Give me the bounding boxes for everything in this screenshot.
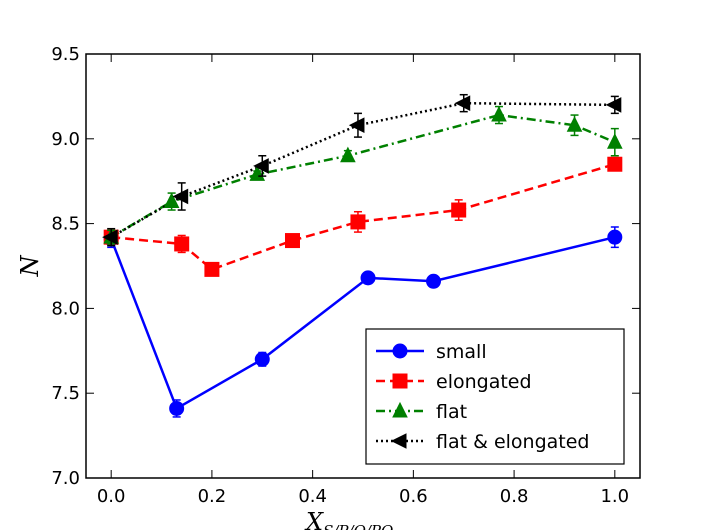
data-point-small	[360, 270, 376, 286]
data-point-elongated	[284, 233, 300, 249]
data-point-small	[169, 400, 185, 416]
data-point-flat-elongated	[348, 117, 365, 134]
x-axis-label: XS/P/O/PO	[304, 508, 393, 530]
x-axis: 0.0 0.2 0.4 0.6 0.8 1.0	[97, 54, 629, 507]
legend-label-flat: flat	[436, 401, 467, 423]
data-point-small	[607, 229, 623, 245]
data-point-small	[426, 273, 442, 289]
y-tick-label: 9.5	[51, 44, 80, 65]
data-point-flat-elongated	[253, 158, 269, 174]
plot-markers	[102, 93, 623, 418]
x-tick-label: 0.6	[399, 486, 428, 507]
y-tick-label: 9.0	[51, 129, 80, 150]
legend-marker-elongated	[392, 373, 408, 389]
x-tick-label: 0.8	[500, 486, 529, 507]
y-tick-label: 7.5	[51, 383, 80, 404]
data-point-elongated	[607, 156, 623, 172]
y-tick-label: 7.0	[51, 468, 80, 489]
data-point-flat	[340, 146, 356, 163]
legend-label-flat-elongated: flat & elongated	[436, 431, 590, 453]
y-tick-label: 8.0	[51, 298, 80, 319]
legend-marker-flat	[392, 401, 408, 418]
y-axis: 7.0 7.5 8.0 8.5 9.0 9.5	[51, 44, 640, 489]
y-axis-label: N	[16, 255, 44, 278]
data-point-flat	[566, 116, 583, 132]
data-point-flat	[249, 165, 266, 181]
data-point-elongated	[174, 236, 190, 252]
data-point-flat	[491, 105, 507, 122]
data-point-flat-elongated	[454, 95, 471, 111]
data-point-flat-elongated	[605, 97, 622, 113]
x-tick-label: 1.0	[600, 486, 629, 507]
data-point-elongated	[451, 202, 467, 218]
x-tick-label: 0.4	[298, 486, 327, 507]
legend-label-elongated: elongated	[436, 371, 532, 393]
x-axis-label-sub: S/P/O/PO	[323, 522, 393, 530]
legend-label-small: small	[436, 341, 487, 363]
legend-marker-small	[392, 343, 408, 359]
y-tick-label: 8.5	[51, 214, 80, 235]
data-point-flat	[607, 133, 623, 149]
legend: small elongated flat flat & elongated	[365, 328, 625, 465]
data-point-flat	[163, 192, 180, 209]
x-tick-label: 0.0	[97, 486, 126, 507]
data-point-elongated	[350, 214, 366, 230]
x-axis-label-main: X	[304, 508, 324, 530]
series-line-small	[110, 235, 616, 411]
data-point-flat-elongated	[102, 229, 118, 245]
legend-marker-flat-elongated	[390, 433, 407, 449]
x-tick-label: 0.2	[198, 486, 227, 507]
data-point-elongated	[204, 261, 220, 277]
data-point-small	[254, 351, 270, 367]
data-point-flat-elongated	[172, 188, 189, 205]
plot-frame	[85, 53, 641, 479]
